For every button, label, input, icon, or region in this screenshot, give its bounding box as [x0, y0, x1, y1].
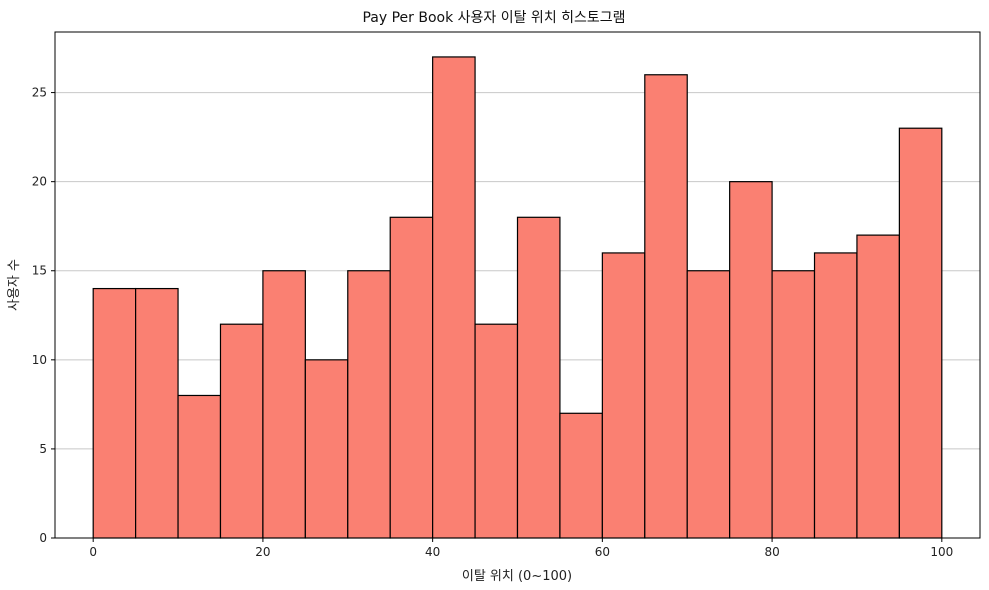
- histogram-bar-10: [516, 216, 561, 539]
- histogram-bar-2: [177, 394, 222, 539]
- histogram-bar-11: [559, 412, 603, 539]
- x-axis-ticks: 0 20 40 60 80 100: [89, 538, 953, 559]
- bars: [92, 56, 943, 539]
- x-axis-label: 이탈 위치 (0~100): [462, 569, 572, 584]
- x-tick-label-0: 0: [89, 545, 97, 559]
- x-tick-label-1: 20: [255, 545, 270, 559]
- x-tick-label-3: 60: [595, 545, 610, 559]
- x-tick-label-4: 80: [764, 545, 779, 559]
- y-tick-label-0: 0: [39, 531, 47, 545]
- histogram-bar-19: [898, 127, 943, 539]
- histogram-bar-3: [219, 323, 264, 539]
- x-tick-label-2: 40: [425, 545, 440, 559]
- y-tick-label-4: 20: [32, 175, 47, 189]
- histogram-bar-8: [432, 56, 476, 539]
- histogram-bar-13: [644, 74, 688, 539]
- histogram-bar-6: [347, 270, 391, 539]
- histogram-bar-5: [304, 359, 349, 539]
- y-axis-ticks: 0 5 10 15 20 25: [32, 86, 55, 545]
- y-tick-label-5: 25: [32, 86, 47, 100]
- chart-title: Pay Per Book 사용자 이탈 위치 히스토그램: [362, 10, 625, 26]
- histogram-bar-12: [601, 252, 646, 539]
- histogram-bar-16: [771, 270, 816, 539]
- y-tick-label-3: 15: [32, 264, 47, 278]
- y-tick-label-1: 5: [39, 442, 47, 456]
- y-axis-label: 사용자 수: [7, 259, 22, 311]
- histogram-bar-0: [92, 287, 137, 539]
- y-tick-label-2: 10: [32, 353, 47, 367]
- histogram-bar-7: [389, 216, 434, 539]
- histogram-bar-18: [856, 234, 900, 539]
- histogram-bar-15: [729, 181, 773, 539]
- histogram-bar-17: [813, 252, 858, 539]
- x-tick-label-5: 100: [930, 545, 953, 559]
- histogram-bar-9: [474, 323, 519, 539]
- histogram-bar-1: [135, 287, 179, 539]
- plot-frame: [54, 31, 981, 539]
- histogram-bar-4: [262, 270, 306, 539]
- histogram-bar-14: [686, 270, 731, 539]
